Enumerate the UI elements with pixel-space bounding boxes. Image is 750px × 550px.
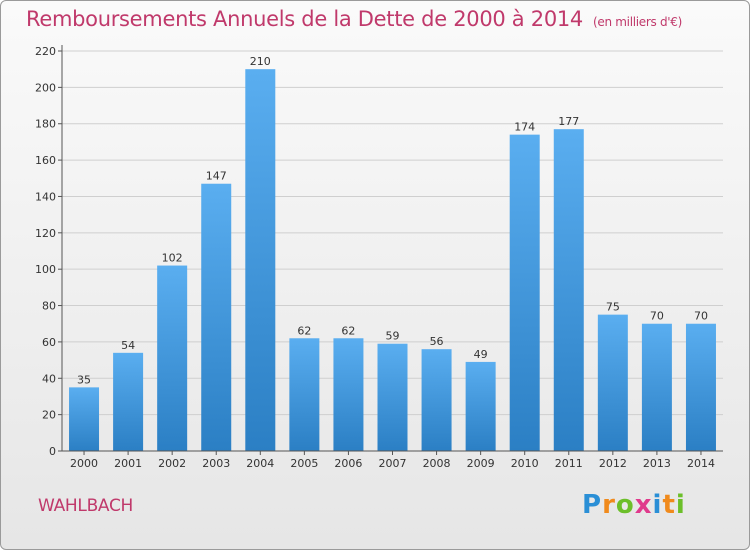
- bar-2010: [509, 134, 540, 452]
- x-tick-label: 2003: [202, 457, 230, 470]
- y-tick-label: 120: [35, 227, 56, 240]
- bar-2003: [201, 183, 232, 451]
- bar-2000: [69, 387, 100, 451]
- bar-2004: [245, 69, 276, 451]
- data-label-2007: 59: [386, 330, 400, 343]
- x-tick-label: 2013: [643, 457, 671, 470]
- y-tick-label: 60: [42, 336, 56, 349]
- bar-2002: [157, 265, 188, 451]
- bar-2013: [641, 323, 672, 451]
- x-tick-label: 2011: [555, 457, 583, 470]
- y-tick-label: 220: [35, 45, 56, 58]
- chart-title: Remboursements Annuels de la Dette de 20…: [26, 7, 682, 31]
- x-tick-label: 2007: [379, 457, 407, 470]
- x-tick-label: 2000: [70, 457, 98, 470]
- x-tick-label: 2010: [511, 457, 539, 470]
- x-tick-label: 2006: [334, 457, 362, 470]
- y-tick-label: 140: [35, 190, 56, 203]
- logo-letter: x: [634, 490, 653, 520]
- y-tick-label: 100: [35, 263, 56, 276]
- y-tick-label: 80: [42, 300, 56, 313]
- data-label-2012: 75: [606, 301, 620, 314]
- data-label-2008: 56: [430, 335, 444, 348]
- data-label-2010: 174: [514, 121, 535, 134]
- bar-2006: [333, 338, 364, 451]
- y-tick-label: 200: [35, 81, 56, 94]
- bar-2008: [421, 349, 452, 451]
- y-tick-label: 0: [49, 445, 56, 458]
- commune-name: WAHLBACH: [38, 496, 134, 516]
- bars: [69, 69, 716, 452]
- data-label-2004: 210: [250, 55, 271, 68]
- bar-2007: [377, 343, 408, 451]
- bar-2009: [465, 361, 496, 451]
- x-tick-label: 2004: [246, 457, 274, 470]
- data-label-2003: 147: [206, 170, 227, 183]
- y-tick-label: 160: [35, 154, 56, 167]
- data-label-2013: 70: [650, 310, 664, 323]
- data-label-2006: 62: [341, 324, 355, 337]
- axes: [58, 45, 723, 455]
- bar-2011: [553, 129, 584, 451]
- x-tick-label: 2014: [687, 457, 715, 470]
- x-tick-label: 2005: [290, 457, 318, 470]
- chart-title-text: Remboursements Annuels de la Dette de 20…: [26, 7, 583, 31]
- data-label-2002: 102: [162, 252, 183, 265]
- data-label-2009: 49: [474, 348, 488, 361]
- x-tick-label: 2008: [423, 457, 451, 470]
- x-tick-label: 2002: [158, 457, 186, 470]
- bar-2001: [113, 352, 144, 451]
- logo-letter: o: [615, 490, 635, 520]
- labels: 0 20 40 60 80 100 120 140 160 180 200 220 35 2000 54 20…: [35, 45, 715, 470]
- y-tick-label: 20: [42, 409, 56, 422]
- data-label-2014: 70: [694, 310, 708, 323]
- data-label-2001: 54: [121, 339, 135, 352]
- bar-2014: [685, 323, 716, 451]
- x-tick-label: 2009: [467, 457, 495, 470]
- y-tick-label: 40: [42, 372, 56, 385]
- data-label-2000: 35: [77, 373, 91, 386]
- bar-2005: [289, 338, 320, 451]
- proxiti-logo[interactable]: Proxiti: [582, 490, 686, 520]
- data-label-2005: 62: [297, 324, 311, 337]
- logo-letter: i: [675, 490, 686, 520]
- logo-letter: r: [602, 490, 616, 520]
- logo-letter: P: [582, 490, 603, 520]
- chart-unit: (en milliers d'€): [593, 15, 683, 29]
- bar-2012: [597, 314, 628, 451]
- logo-letter: i: [652, 490, 663, 520]
- x-tick-label: 2012: [599, 457, 627, 470]
- logo-letter: t: [662, 490, 676, 520]
- y-tick-label: 180: [35, 118, 56, 131]
- x-tick-label: 2001: [114, 457, 142, 470]
- data-label-2011: 177: [558, 115, 579, 128]
